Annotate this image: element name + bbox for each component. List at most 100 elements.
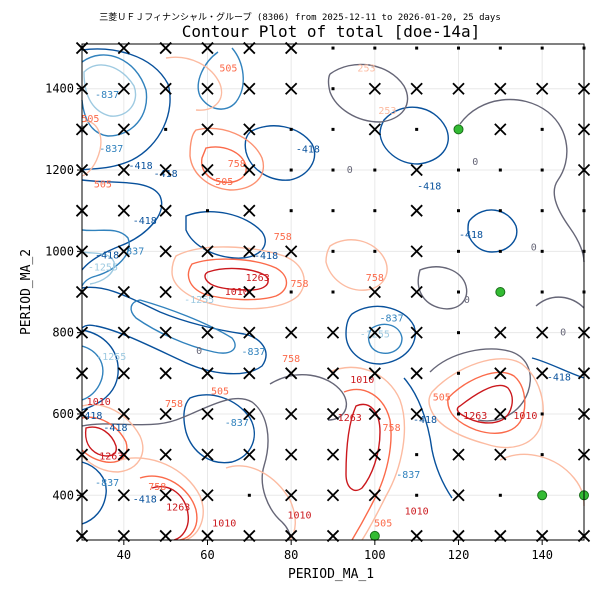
- contour-label: 1010: [225, 287, 249, 298]
- contour-pos-16: [329, 366, 406, 541]
- contour-label: -837: [99, 144, 123, 155]
- sample-x-marker: [201, 448, 214, 461]
- sample-dot-marker: [289, 168, 293, 172]
- contour-zero-7: [269, 374, 347, 421]
- sample-dot-marker: [373, 168, 377, 172]
- contour-zero-1: [327, 63, 409, 123]
- y-tick-label: 1200: [45, 163, 74, 177]
- contour-label: -418: [417, 181, 441, 192]
- best-point-marker: [537, 490, 548, 501]
- sample-x-marker: [494, 82, 507, 95]
- contour-label: 758: [366, 273, 384, 284]
- contour-neg-10: [81, 286, 267, 375]
- sample-x-marker: [159, 285, 172, 299]
- sample-x-marker: [159, 245, 172, 258]
- sample-x-marker: [117, 163, 130, 177]
- contour-label: 1010: [212, 519, 236, 530]
- sample-dot-marker: [373, 209, 377, 213]
- sample-x-marker: [201, 407, 214, 421]
- sample-dot-marker: [331, 46, 335, 50]
- y-axis-ticks: 400 600 800 1000 1200 1400: [45, 82, 82, 502]
- sample-dot-marker: [331, 87, 335, 91]
- contour-label: 505: [374, 519, 392, 530]
- sample-x-marker: [410, 285, 423, 299]
- sample-dot-marker: [540, 453, 544, 457]
- contour-label: -837: [396, 470, 420, 481]
- sample-dot-marker: [540, 412, 544, 416]
- sample-dot-marker: [331, 249, 335, 253]
- contour-zero-5: [535, 296, 585, 309]
- sample-dot-marker: [498, 209, 502, 213]
- contour-label: -418: [413, 415, 437, 426]
- sample-dot-marker: [498, 493, 502, 497]
- contour-label: 505: [211, 387, 229, 398]
- sample-dot-marker: [415, 453, 419, 457]
- contour-label: -418: [78, 411, 102, 422]
- sample-dot-marker: [164, 127, 168, 131]
- contour-neg-1: [83, 64, 137, 117]
- contour-neg-3: [81, 48, 171, 171]
- contour-zero-3: [81, 397, 291, 539]
- sample-x-marker: [410, 367, 423, 380]
- sample-x-marker: [452, 448, 465, 461]
- contour-neg-19: [531, 357, 585, 379]
- sample-x-marker: [368, 82, 381, 95]
- y-tick-label: 800: [52, 326, 74, 340]
- sample-x-marker: [243, 245, 256, 258]
- sample-point-markers: [75, 41, 591, 543]
- sample-x-marker: [368, 367, 381, 380]
- y-tick-label: 400: [52, 488, 74, 502]
- contour-neg-2: [81, 54, 148, 137]
- contour-label: -837: [380, 313, 404, 324]
- contour-neg-8: [244, 125, 316, 181]
- sample-dot-marker: [289, 127, 293, 131]
- sample-dot-marker: [457, 249, 460, 253]
- x-axis-ticks: 40 60 80 100 120 140: [117, 540, 553, 562]
- sample-x-marker: [285, 245, 298, 258]
- contour-label: -418: [254, 251, 278, 262]
- sample-x-marker: [117, 123, 130, 136]
- contour-label: -418: [547, 372, 571, 383]
- y-tick-label: 1400: [45, 82, 74, 96]
- contour-label: -418: [95, 250, 119, 261]
- y-axis-label: PERIOD_MA_2: [19, 249, 34, 335]
- sample-x-marker: [494, 123, 507, 136]
- sample-dot-marker: [373, 46, 377, 50]
- sample-x-marker: [536, 367, 549, 380]
- sample-x-marker: [410, 326, 423, 339]
- sample-dot-marker: [289, 209, 293, 213]
- contour-neg-17: [81, 461, 107, 525]
- sample-x-marker: [117, 82, 130, 95]
- contour-label: 1010: [405, 507, 429, 518]
- contour-pos-19: [428, 358, 544, 449]
- sample-x-marker: [536, 326, 549, 339]
- contour-label: 1263: [166, 502, 190, 513]
- sample-x-marker: [117, 407, 130, 421]
- sample-dot-marker: [540, 290, 544, 294]
- sample-x-marker: [117, 245, 130, 258]
- contour-label: 253: [378, 106, 396, 117]
- sample-x-marker: [159, 367, 172, 380]
- sample-x-marker: [285, 367, 298, 380]
- contour-label: 0: [531, 242, 537, 253]
- sample-x-marker: [494, 407, 507, 421]
- sample-x-marker: [159, 326, 172, 339]
- sample-x-marker: [326, 407, 340, 421]
- contour-pos-11: [84, 426, 117, 457]
- sample-x-marker: [285, 448, 298, 461]
- sample-dot-marker: [373, 249, 377, 253]
- sample-x-marker: [117, 204, 130, 217]
- sample-dot-marker: [457, 46, 460, 50]
- sample-x-marker: [494, 367, 507, 380]
- contour-neg-18: [403, 377, 453, 499]
- sample-x-marker: [326, 448, 340, 461]
- sample-dot-marker: [289, 290, 293, 294]
- sample-x-marker: [117, 367, 130, 380]
- contour-pos-8: [325, 239, 388, 291]
- x-tick-label: 120: [448, 548, 470, 562]
- contour-pos-5: [171, 246, 305, 310]
- sample-x-marker: [243, 448, 256, 461]
- contour-label: 0: [196, 346, 202, 357]
- sample-x-marker: [368, 407, 381, 421]
